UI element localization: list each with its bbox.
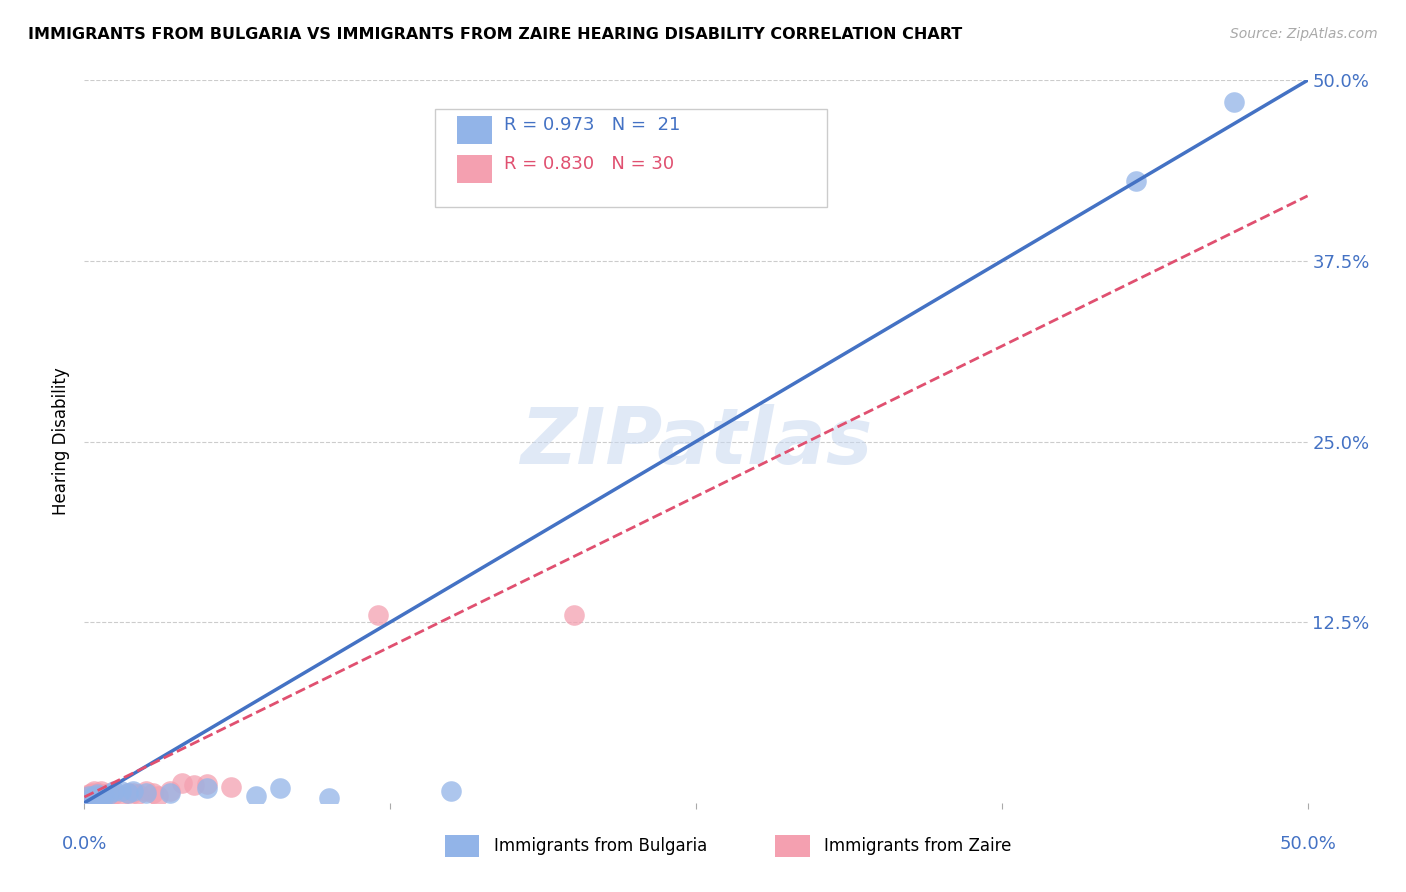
Y-axis label: Hearing Disability: Hearing Disability: [52, 368, 70, 516]
Text: 50.0%: 50.0%: [1279, 835, 1336, 854]
Point: [117, 786, 139, 800]
Point: [77, 787, 100, 801]
Bar: [446, 835, 479, 857]
Point: [97, 787, 120, 801]
Point: [142, 786, 165, 800]
Point: [87, 786, 110, 800]
Point: [269, 781, 291, 796]
Point: [83, 789, 105, 803]
Text: ZIPatlas: ZIPatlas: [520, 403, 872, 480]
Text: R = 0.830   N = 30: R = 0.830 N = 30: [503, 155, 673, 173]
Point: [83, 784, 105, 798]
Point: [103, 787, 125, 801]
Text: 0.0%: 0.0%: [62, 835, 107, 854]
Point: [562, 607, 585, 622]
Point: [86, 787, 108, 801]
Text: Immigrants from Zaire: Immigrants from Zaire: [824, 838, 1012, 855]
Point: [80, 786, 103, 800]
Point: [195, 777, 218, 791]
Point: [77, 789, 100, 803]
Point: [440, 784, 463, 798]
Point: [83, 789, 105, 803]
Point: [183, 779, 205, 793]
FancyBboxPatch shape: [436, 109, 827, 207]
Point: [159, 784, 181, 798]
Point: [117, 786, 139, 800]
Point: [110, 784, 132, 798]
Point: [1125, 174, 1147, 188]
Text: IMMIGRANTS FROM BULGARIA VS IMMIGRANTS FROM ZAIRE HEARING DISABILITY CORRELATION: IMMIGRANTS FROM BULGARIA VS IMMIGRANTS F…: [28, 27, 962, 42]
Bar: [776, 835, 810, 857]
Bar: [457, 155, 492, 183]
Bar: [457, 116, 492, 144]
Text: Immigrants from Bulgaria: Immigrants from Bulgaria: [494, 838, 707, 855]
Point: [77, 790, 100, 805]
Text: Source: ZipAtlas.com: Source: ZipAtlas.com: [1230, 27, 1378, 41]
Point: [367, 607, 389, 622]
Point: [103, 784, 125, 798]
Point: [86, 787, 108, 801]
Point: [172, 775, 194, 789]
Point: [122, 784, 145, 798]
Point: [86, 790, 108, 805]
Point: [135, 784, 157, 798]
Point: [76, 789, 98, 803]
Point: [90, 789, 112, 803]
Point: [1223, 95, 1246, 109]
Point: [93, 790, 115, 805]
Point: [195, 781, 218, 796]
Point: [80, 789, 103, 803]
Point: [127, 787, 149, 801]
Point: [80, 790, 103, 805]
Point: [159, 786, 181, 800]
Point: [97, 786, 120, 800]
Point: [318, 791, 340, 805]
Point: [135, 786, 157, 800]
Point: [146, 789, 169, 803]
Point: [245, 789, 267, 803]
Point: [219, 780, 242, 794]
Point: [110, 789, 132, 803]
Point: [93, 789, 115, 803]
Point: [90, 784, 112, 798]
Point: [93, 787, 115, 801]
Point: [90, 790, 112, 805]
Point: [122, 786, 145, 800]
Point: [87, 789, 110, 803]
Text: R = 0.973   N =  21: R = 0.973 N = 21: [503, 116, 681, 134]
